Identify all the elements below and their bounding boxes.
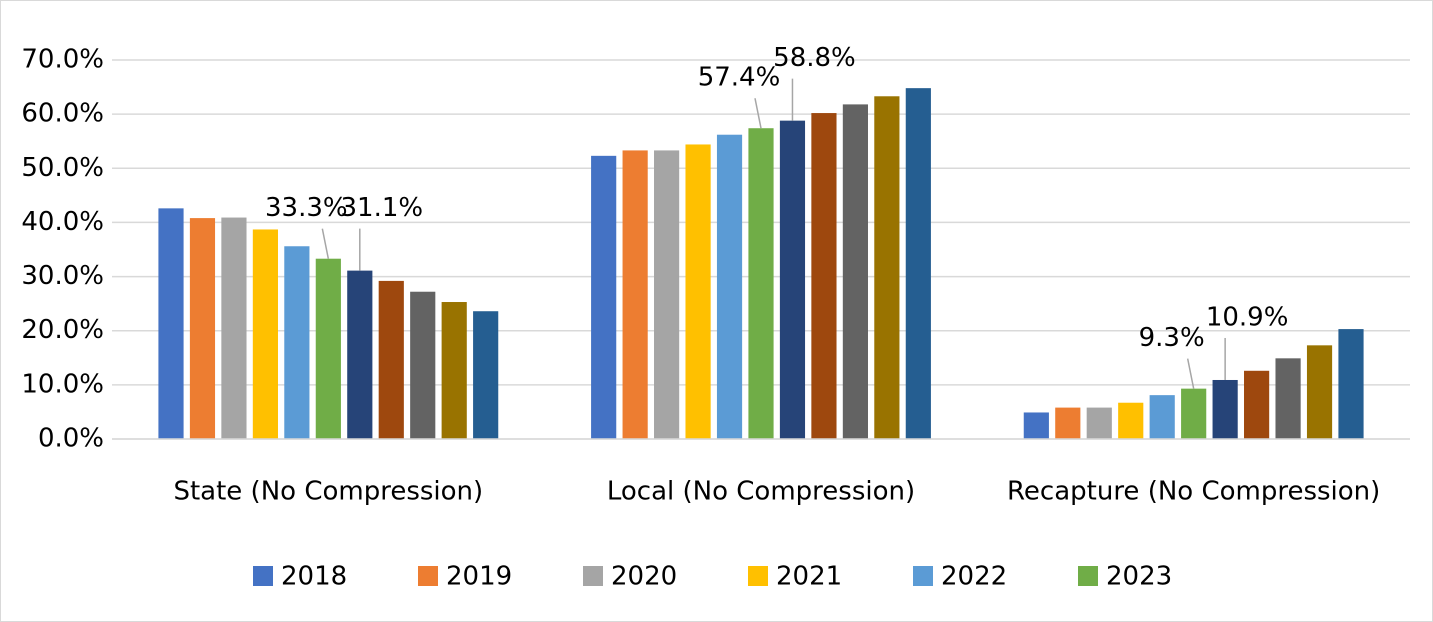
legend-swatch: [1078, 566, 1098, 586]
bar: [1306, 345, 1333, 439]
y-tick-label: 30.0%: [21, 261, 104, 291]
leader-line: [754, 98, 762, 129]
legend-swatch: [913, 566, 933, 586]
bar: [1055, 407, 1081, 439]
bar: [252, 229, 278, 439]
bar: [905, 88, 931, 439]
bar: [1023, 412, 1049, 439]
bar: [1181, 388, 1207, 439]
bar: [716, 134, 743, 439]
leader-line: [1186, 358, 1195, 389]
bar: [378, 280, 404, 439]
bar: [842, 104, 868, 439]
bar: [1086, 407, 1112, 439]
bar: [347, 270, 373, 439]
bar: [811, 113, 837, 439]
bar: [779, 120, 806, 439]
data-label: 9.3%: [1139, 323, 1205, 353]
bar: [473, 311, 499, 439]
legend-swatch: [253, 566, 273, 586]
x-tick-label: State (No Compression): [173, 477, 483, 507]
y-tick-label: 10.0%: [21, 369, 104, 399]
data-label: 33.3%: [265, 193, 348, 223]
y-tick-label: 0.0%: [38, 424, 104, 454]
y-tick-label: 60.0%: [21, 99, 104, 129]
legend-swatch: [748, 566, 768, 586]
legend-swatch: [418, 566, 438, 586]
leader-line: [321, 228, 330, 259]
bar: [1118, 402, 1144, 439]
legend-label: 2019: [446, 562, 512, 592]
data-label: 31.1%: [340, 193, 423, 223]
bar: [874, 96, 900, 440]
legend-label: 2020: [611, 562, 677, 592]
bar: [748, 128, 774, 439]
bar: [1275, 358, 1301, 439]
bar: [410, 291, 436, 439]
legend-swatch: [583, 566, 603, 586]
bar: [189, 218, 216, 439]
bar: [654, 150, 680, 439]
bar: [591, 155, 617, 439]
bar: [1338, 329, 1364, 439]
y-tick-label: 40.0%: [21, 207, 104, 237]
bar: [622, 150, 648, 439]
legend-label: 2021: [776, 562, 842, 592]
y-tick-label: 50.0%: [21, 153, 104, 183]
y-tick-label: 70.0%: [21, 45, 104, 75]
bar: [441, 302, 467, 439]
x-tick-label: Local (No Compression): [607, 477, 915, 507]
bar: [221, 217, 247, 439]
data-label: 10.9%: [1206, 302, 1289, 332]
x-tick-label: Recapture (No Compression): [1007, 477, 1380, 507]
legend-label: 2023: [1106, 562, 1172, 592]
bar: [1149, 395, 1175, 439]
bar: [158, 208, 184, 439]
bar: [1244, 370, 1270, 439]
bar: [685, 144, 711, 439]
y-tick-label: 20.0%: [21, 315, 104, 345]
legend-label: 2022: [941, 562, 1007, 592]
bar: [315, 258, 341, 439]
bar: [284, 246, 310, 439]
legend-label: 2018: [281, 562, 347, 592]
data-label: 57.4%: [698, 63, 781, 93]
data-label: 58.8%: [773, 43, 856, 73]
bar: [1212, 379, 1238, 439]
